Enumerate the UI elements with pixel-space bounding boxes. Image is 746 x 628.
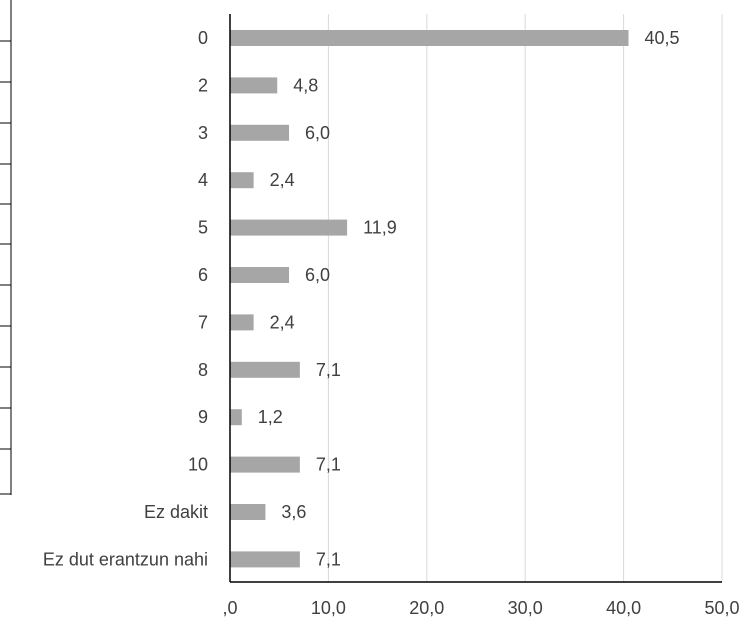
x-tick-label-1: 10,0	[311, 598, 346, 618]
category-label-9: 10	[188, 455, 208, 475]
data-label-4: 11,9	[363, 218, 397, 238]
category-label-3: 4	[198, 170, 208, 190]
category-label-10: Ez dakit	[144, 502, 208, 522]
bar-6	[230, 314, 254, 331]
category-label-7: 8	[198, 360, 208, 380]
category-label-8: 9	[198, 407, 208, 427]
category-label-11: Ez dut erantzun nahi	[43, 549, 208, 569]
category-label-2: 3	[198, 123, 208, 143]
data-label-0: 40,5	[645, 28, 680, 48]
bars	[230, 30, 629, 568]
data-label-8: 1,2	[258, 407, 283, 427]
category-label-0: 0	[198, 28, 208, 48]
bar-0	[230, 30, 629, 46]
data-label-9: 7,1	[316, 455, 341, 475]
data-label-7: 7,1	[316, 360, 341, 380]
gridlines	[327, 14, 723, 582]
data-label-5: 6,0	[305, 265, 330, 285]
category-label-5: 6	[198, 265, 208, 285]
bar-7	[230, 361, 300, 378]
x-tick-label-3: 30,0	[508, 598, 543, 618]
data-label-11: 7,1	[316, 549, 341, 569]
labels: 40,5 0 4,8 2 6,0 3 2,4 4 11,9 5 6,0 6 2,4 7 7,1 8 1,2 9 7,…	[43, 28, 740, 618]
data-label-10: 3,6	[281, 502, 306, 522]
bar-3	[230, 172, 254, 189]
bar-1	[230, 77, 278, 94]
bar-4	[230, 219, 348, 236]
category-label-4: 5	[198, 218, 208, 238]
axes	[229, 14, 722, 583]
category-label-6: 7	[198, 312, 208, 332]
bar-5	[230, 267, 290, 283]
category-label-1: 2	[198, 75, 208, 95]
x-tick-label-0: ,0	[222, 598, 237, 618]
bar-9	[230, 456, 300, 473]
data-label-6: 2,4	[270, 312, 295, 332]
x-tick-label-4: 40,0	[606, 598, 641, 618]
bar-8	[230, 409, 242, 426]
bar-2	[230, 124, 290, 141]
data-label-1: 4,8	[293, 75, 318, 95]
data-label-2: 6,0	[305, 123, 330, 143]
x-tick-label-2: 20,0	[409, 598, 444, 618]
data-label-3: 2,4	[270, 170, 295, 190]
bar-10	[230, 504, 266, 520]
left-table-border	[0, 0, 12, 495]
bar-11	[230, 551, 300, 568]
x-tick-label-5: 50,0	[704, 598, 739, 618]
